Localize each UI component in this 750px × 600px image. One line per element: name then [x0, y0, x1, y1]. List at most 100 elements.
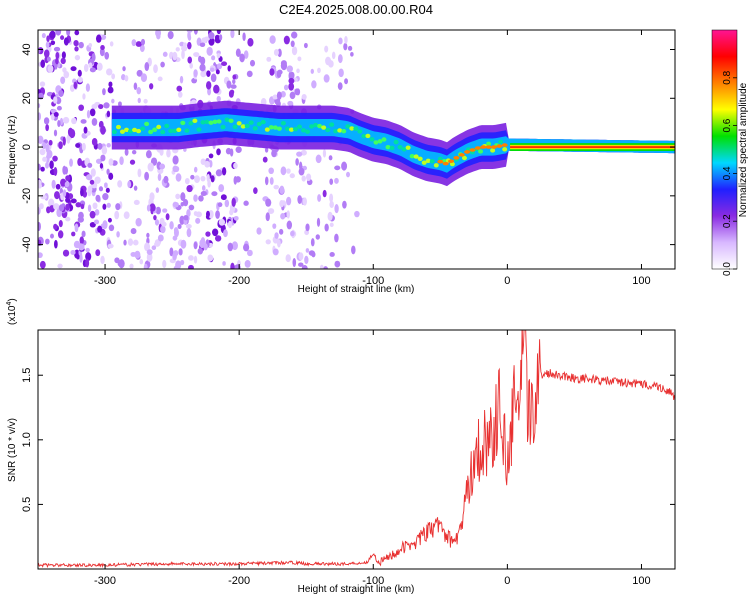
heatmap-cell	[315, 154, 322, 164]
heatmap-cell	[75, 143, 81, 148]
heatmap-cell	[64, 181, 70, 188]
heatmap-cell	[233, 176, 238, 185]
heatmap-cell	[53, 46, 61, 52]
heatmap-y-tick-label: -40	[21, 237, 33, 253]
heatmap-cell	[180, 201, 185, 207]
snr-series	[38, 330, 675, 569]
heatmap-ridge-peak	[156, 124, 162, 130]
heatmap-ridge-peak	[486, 141, 492, 147]
heatmap-cell	[89, 221, 96, 228]
heatmap-cell	[70, 250, 76, 256]
heatmap-ridge-tail	[510, 146, 675, 148]
heatmap-cell	[175, 173, 182, 182]
heatmap-cell	[331, 51, 336, 60]
heatmap-ridge-peak	[353, 126, 359, 131]
heatmap-ridge-peak	[260, 119, 266, 125]
heatmap-cell	[45, 124, 49, 132]
heatmap-cell	[123, 239, 127, 246]
heatmap-cell	[310, 238, 315, 247]
heatmap-cell	[57, 119, 61, 128]
heatmap-cell	[65, 175, 71, 182]
heatmap-cell	[211, 55, 216, 61]
heatmap-cell	[226, 80, 232, 89]
heatmap-cell	[286, 210, 290, 219]
heatmap-ridge-peak	[184, 128, 190, 133]
snr-line	[38, 330, 675, 569]
heatmap-cell	[40, 59, 46, 68]
heatmap-cell	[103, 102, 110, 109]
colorbar: 0.0 0.2 0.4 0.6 0.8 Normalized spectral ampl…	[711, 29, 749, 276]
heatmap-cell	[100, 45, 105, 51]
heatmap-ridge-peak	[373, 140, 379, 145]
heatmap-cell	[165, 213, 170, 221]
heatmap-cell	[213, 84, 220, 94]
heatmap-ridge-peak	[329, 122, 335, 127]
heatmap-cell	[247, 249, 253, 257]
snr-y-scale-prefix: (x10	[7, 305, 18, 325]
heatmap-cell	[193, 255, 198, 264]
heatmap-ridge-peak	[208, 120, 214, 125]
heatmap-cell	[329, 200, 334, 209]
heatmap-cell	[195, 217, 201, 224]
colorbar-tick-label: 0.0	[722, 262, 733, 276]
heatmap-cell	[193, 52, 200, 57]
heatmap-cell	[169, 247, 174, 257]
heatmap-cell	[77, 76, 84, 83]
heatmap-cell	[153, 214, 157, 221]
heatmap-cell	[209, 67, 215, 72]
heatmap-cell	[80, 203, 85, 210]
heatmap-ridge-peak	[337, 128, 343, 133]
heatmap-cell	[303, 42, 308, 49]
heatmap-cell	[328, 60, 334, 68]
heatmap-cell	[162, 51, 168, 57]
heatmap-cell	[180, 239, 187, 249]
heatmap-cell	[69, 128, 76, 139]
heatmap-cell	[231, 241, 238, 251]
heatmap-cell	[295, 158, 299, 166]
heatmap-cell	[293, 48, 297, 55]
heatmap-ridge-peak	[280, 120, 286, 126]
heatmap-cell	[48, 198, 55, 207]
heatmap-cell	[46, 149, 53, 159]
heatmap-ridge-peak	[240, 124, 246, 129]
heatmap-cell	[62, 189, 67, 197]
heatmap-cell	[136, 69, 143, 77]
heatmap-cell	[127, 180, 132, 188]
heatmap-cell	[52, 155, 58, 162]
heatmap-cell	[193, 194, 198, 202]
heatmap-cell	[249, 59, 256, 67]
heatmap-cell	[149, 203, 156, 212]
heatmap-x-tick-label: -200	[228, 275, 250, 287]
heatmap-cell	[220, 194, 227, 201]
heatmap-cell	[289, 91, 296, 100]
heatmap-ridge-peak	[485, 145, 492, 149]
heatmap-cell	[74, 54, 81, 61]
heatmap-cell	[135, 41, 142, 47]
heatmap-cell	[317, 194, 322, 202]
heatmap-cell	[64, 166, 69, 175]
heatmap-ridge-peak	[425, 158, 431, 163]
heatmap-cell	[227, 220, 233, 229]
heatmap-cell	[298, 262, 304, 267]
heatmap-cell	[38, 252, 43, 259]
heatmap-cell	[114, 210, 120, 220]
heatmap-cell	[153, 64, 158, 74]
heatmap-cell	[215, 210, 220, 219]
heatmap-cell	[95, 34, 102, 43]
heatmap-cell	[135, 217, 142, 227]
heatmap-cell	[160, 225, 166, 234]
heatmap-cell	[60, 76, 66, 85]
heatmap-cell	[177, 223, 182, 230]
heatmap-cell	[221, 167, 227, 176]
heatmap-cell	[53, 167, 58, 176]
heatmap-cell	[211, 191, 218, 197]
heatmap-cell	[60, 178, 67, 187]
heatmap-cell	[253, 187, 258, 195]
heatmap-cell	[75, 202, 82, 208]
heatmap-cell	[244, 259, 251, 268]
heatmap-cell	[179, 75, 184, 84]
heatmap-cell	[89, 108, 96, 117]
heatmap-cell	[77, 158, 83, 167]
heatmap-cell	[129, 263, 134, 269]
heatmap-cell	[188, 264, 194, 269]
